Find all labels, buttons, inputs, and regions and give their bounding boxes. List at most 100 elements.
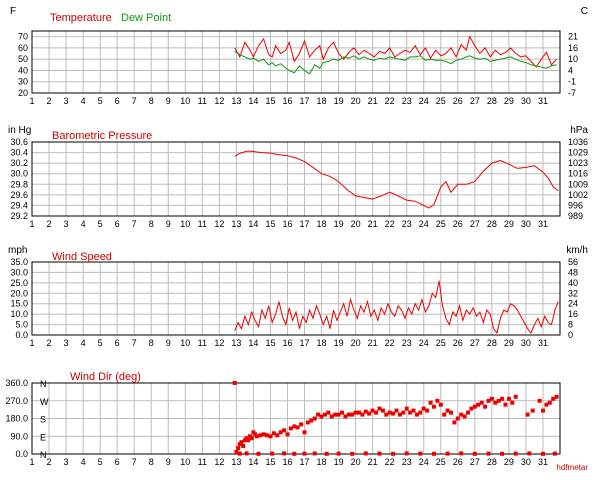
data-point — [329, 414, 334, 419]
x-tick-label: 13 — [231, 96, 241, 106]
data-point — [544, 402, 549, 407]
data-point — [363, 409, 368, 414]
y-tick-label: 25.0 — [10, 278, 28, 288]
y-tick-label: 15.0 — [10, 299, 28, 309]
x-tick-label: 27 — [470, 338, 480, 348]
x-tick-label: 23 — [402, 96, 412, 106]
y2-tick-label: 1029 — [568, 148, 588, 158]
data-point — [377, 406, 382, 411]
x-tick-label: 28 — [487, 338, 497, 348]
y-tick-label: 0.0 — [15, 449, 28, 459]
data-point — [377, 451, 382, 456]
x-tick-label: 5 — [98, 219, 103, 229]
y-tick-label: 90.0 — [10, 431, 28, 441]
data-point — [552, 451, 557, 456]
data-point — [249, 436, 254, 441]
x-tick-label: 30 — [521, 457, 531, 467]
compass-label: N — [40, 379, 47, 389]
x-tick-label: 2 — [47, 457, 52, 467]
data-point — [326, 410, 331, 415]
y-tick-label: 30.4 — [10, 148, 28, 158]
chart-title: Wind Dir (deg) — [70, 371, 141, 383]
x-tick-label: 31 — [538, 338, 548, 348]
y2-tick-label: 16 — [568, 43, 578, 53]
x-tick-label: 1 — [29, 219, 34, 229]
x-tick-label: 1 — [29, 338, 34, 348]
credit-label: hdfmetar — [556, 463, 588, 472]
data-point — [363, 451, 368, 456]
x-tick-label: 16 — [282, 338, 292, 348]
x-tick-label: 14 — [248, 219, 258, 229]
y-tick-label: 30.2 — [10, 158, 28, 168]
y2-tick-label: 1036 — [568, 137, 588, 147]
data-point — [346, 412, 351, 417]
x-tick-label: 10 — [180, 457, 190, 467]
x-tick-label: 21 — [368, 338, 378, 348]
data-point — [486, 398, 491, 403]
data-point — [438, 402, 443, 407]
plot-area — [32, 142, 560, 216]
data-point — [374, 410, 379, 415]
data-point — [496, 398, 501, 403]
x-tick-label: 31 — [538, 96, 548, 106]
data-point — [387, 410, 392, 415]
data-point — [408, 410, 413, 415]
data-point — [299, 422, 304, 427]
data-point — [282, 428, 287, 433]
x-tick-label: 26 — [453, 457, 463, 467]
series-line-2 — [234, 50, 557, 75]
x-tick-label: 4 — [81, 96, 86, 106]
x-tick-label: 2 — [47, 96, 52, 106]
x-tick-label: 19 — [334, 219, 344, 229]
data-point — [435, 398, 440, 403]
data-point — [380, 408, 385, 413]
y-tick-label: 29.4 — [10, 200, 28, 210]
x-tick-label: 13 — [231, 219, 241, 229]
left-unit-label: mph — [8, 245, 27, 256]
y2-tick-label: 4 — [568, 65, 573, 75]
x-tick-label: 8 — [149, 457, 154, 467]
data-point — [476, 402, 481, 407]
y-tick-label: 0.0 — [15, 330, 28, 340]
y2-tick-label: 996 — [568, 200, 583, 210]
data-point — [295, 425, 300, 430]
x-tick-label: 3 — [64, 457, 69, 467]
x-tick-label: 8 — [149, 338, 154, 348]
data-point — [246, 438, 251, 443]
data-point — [445, 408, 450, 413]
plot-frame — [31, 141, 561, 217]
series-line-1 — [234, 280, 559, 335]
x-tick-label: 18 — [317, 457, 327, 467]
x-tick-label: 15 — [265, 338, 275, 348]
x-tick-label: 30 — [521, 338, 531, 348]
x-tick-label: 5 — [98, 457, 103, 467]
x-tick-label: 7 — [132, 96, 137, 106]
compass-label: S — [40, 415, 46, 425]
data-point — [401, 410, 406, 415]
x-tick-label: 6 — [115, 457, 120, 467]
x-tick-label: 9 — [166, 338, 171, 348]
data-point — [241, 444, 246, 449]
data-point — [459, 412, 464, 417]
data-point — [551, 396, 556, 401]
x-tick-label: 17 — [300, 219, 310, 229]
data-point — [340, 410, 344, 415]
right-unit-label: hPa — [570, 125, 588, 136]
data-point — [421, 406, 426, 411]
plot-area — [32, 31, 560, 93]
data-point — [270, 451, 275, 456]
data-point — [452, 420, 457, 425]
data-point — [323, 412, 327, 417]
data-point — [418, 451, 423, 456]
y-tick-label: 30.6 — [10, 137, 28, 147]
chart-panel-2: 1 2 3 4 5 6 7 8 9 10 11 12 13 14 15 16 17 18 19 20 21 22 23 24 2… — [8, 125, 588, 229]
data-point — [234, 450, 239, 454]
x-tick-label: 17 — [300, 457, 310, 467]
x-tick-label: 2 — [47, 219, 52, 229]
data-point — [271, 431, 276, 436]
data-point — [428, 400, 433, 405]
data-point — [239, 440, 244, 445]
x-tick-label: 26 — [453, 219, 463, 229]
x-tick-label: 22 — [385, 457, 395, 467]
x-tick-label: 17 — [300, 338, 310, 348]
